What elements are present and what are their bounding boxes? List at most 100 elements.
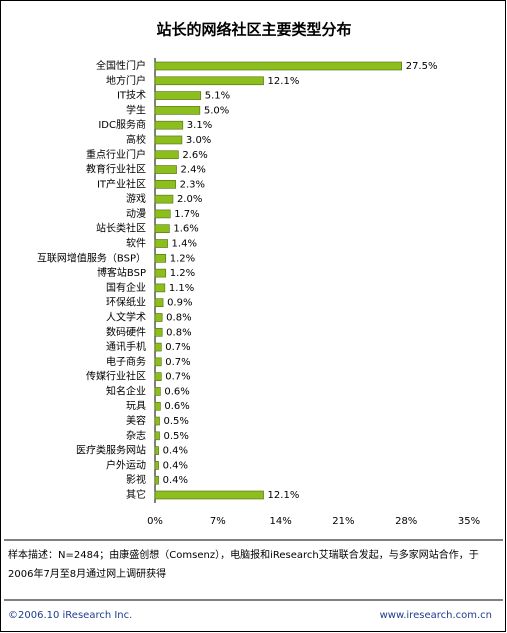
x-tick-label: 14% bbox=[269, 516, 291, 527]
category-label: 博客站BSP bbox=[97, 266, 146, 279]
bar bbox=[154, 431, 160, 441]
note: 样本描述：N=2484；由康盛创想（Comsenz），电脑报和iResearch… bbox=[8, 550, 479, 580]
chart-title: 站长的网络社区主要类型分布 bbox=[156, 21, 351, 39]
value-label: 0.9% bbox=[167, 298, 192, 309]
category-label: 游戏 bbox=[126, 192, 146, 205]
bar bbox=[154, 298, 164, 307]
category-label: 其它 bbox=[126, 488, 146, 501]
value-label: 2.3% bbox=[180, 179, 205, 190]
value-label: 27.5% bbox=[406, 61, 438, 72]
category-label: IT产业社区 bbox=[97, 177, 146, 190]
value-label: 0.8% bbox=[166, 312, 191, 323]
category-label: 通讯手机 bbox=[106, 340, 146, 353]
value-label: 1.7% bbox=[174, 209, 199, 220]
category-label: 教育行业社区 bbox=[86, 163, 146, 176]
bar bbox=[154, 268, 167, 278]
bar bbox=[154, 342, 162, 352]
value-label: 2.4% bbox=[181, 165, 206, 176]
value-label: 0.8% bbox=[166, 327, 191, 338]
category-label: 电子商务 bbox=[106, 355, 146, 368]
category-label: 医疗类服务网站 bbox=[76, 444, 146, 457]
value-label: 0.6% bbox=[164, 401, 189, 412]
bar bbox=[154, 239, 168, 248]
category-label: IDC服务商 bbox=[98, 118, 146, 131]
value-label: 1.1% bbox=[169, 283, 194, 294]
value-label: 12.1% bbox=[268, 490, 300, 501]
category-label: 动漫 bbox=[126, 208, 146, 220]
category-label: 地方门户 bbox=[106, 74, 146, 87]
bar bbox=[154, 313, 163, 322]
category-label: 软件 bbox=[126, 237, 146, 250]
x-tick-label: 28% bbox=[395, 516, 417, 527]
value-label: 1.2% bbox=[170, 253, 195, 264]
value-label: 2.0% bbox=[177, 194, 202, 205]
category-label: 国有企业 bbox=[106, 281, 146, 294]
x-tick-label: 35% bbox=[458, 516, 480, 527]
value-label: 0.7% bbox=[165, 342, 190, 353]
category-label: 环保纸业 bbox=[106, 296, 146, 309]
category-label: 数码硬件 bbox=[106, 325, 146, 338]
value-label: 0.4% bbox=[163, 475, 188, 486]
value-label: 12.1% bbox=[268, 76, 300, 87]
category-label: 重点行业门户 bbox=[86, 148, 146, 161]
x-tick-label: 0% bbox=[147, 516, 163, 527]
value-label: 3.0% bbox=[186, 135, 211, 146]
bar bbox=[154, 357, 162, 367]
bar bbox=[154, 475, 159, 485]
bar bbox=[154, 165, 177, 174]
bar bbox=[154, 135, 183, 145]
copyright: ©2006.10 iResearch Inc. bbox=[8, 610, 132, 621]
value-label: 5.1% bbox=[205, 91, 230, 102]
bar bbox=[154, 194, 174, 204]
category-label: 杂志 bbox=[126, 429, 146, 442]
value-label: 2.6% bbox=[182, 150, 207, 161]
bar bbox=[154, 209, 171, 219]
category-label: 人文学术 bbox=[106, 310, 146, 323]
category-label: 站长类社区 bbox=[96, 222, 146, 235]
value-label: 0.4% bbox=[163, 460, 188, 471]
value-label: 0.5% bbox=[163, 431, 188, 442]
value-label: 0.7% bbox=[165, 357, 190, 368]
bar bbox=[154, 461, 159, 470]
bar bbox=[154, 372, 162, 381]
x-tick-label: 7% bbox=[210, 516, 226, 527]
value-label: 0.7% bbox=[165, 372, 190, 383]
bar bbox=[154, 283, 166, 293]
bar bbox=[154, 327, 163, 337]
bar bbox=[154, 446, 159, 455]
bar bbox=[154, 401, 161, 411]
bar bbox=[154, 106, 201, 115]
value-label: 1.4% bbox=[172, 239, 197, 250]
category-label: IT技术 bbox=[117, 89, 146, 102]
bar bbox=[154, 91, 202, 100]
bar bbox=[154, 150, 179, 160]
bar bbox=[154, 120, 184, 130]
bar bbox=[154, 76, 264, 86]
category-label: 户外运动 bbox=[106, 458, 146, 471]
value-label: 0.6% bbox=[164, 386, 189, 397]
x-tick-label: 21% bbox=[332, 516, 354, 527]
value-label: 0.5% bbox=[163, 416, 188, 427]
bar bbox=[154, 224, 170, 234]
category-label: 全国性门户 bbox=[96, 59, 146, 72]
category-label: 影视 bbox=[126, 473, 146, 486]
category-label: 学生 bbox=[126, 103, 146, 116]
bar bbox=[154, 387, 161, 396]
category-label: 知名企业 bbox=[106, 384, 146, 397]
website: www.iresearch.com.cn bbox=[380, 610, 492, 621]
category-label: 高校 bbox=[126, 133, 146, 146]
value-label: 1.6% bbox=[173, 224, 198, 235]
value-label: 0.4% bbox=[163, 446, 188, 457]
value-label: 3.1% bbox=[187, 120, 212, 131]
bar bbox=[154, 490, 264, 500]
category-label: 美容 bbox=[126, 414, 146, 427]
category-label: 互联网增值服务（BSP） bbox=[37, 251, 146, 264]
category-label: 玩具 bbox=[126, 400, 146, 412]
category-label: 传媒行业社区 bbox=[86, 370, 146, 383]
value-label: 1.2% bbox=[170, 268, 195, 279]
bar bbox=[154, 61, 403, 71]
value-label: 5.0% bbox=[204, 105, 229, 116]
